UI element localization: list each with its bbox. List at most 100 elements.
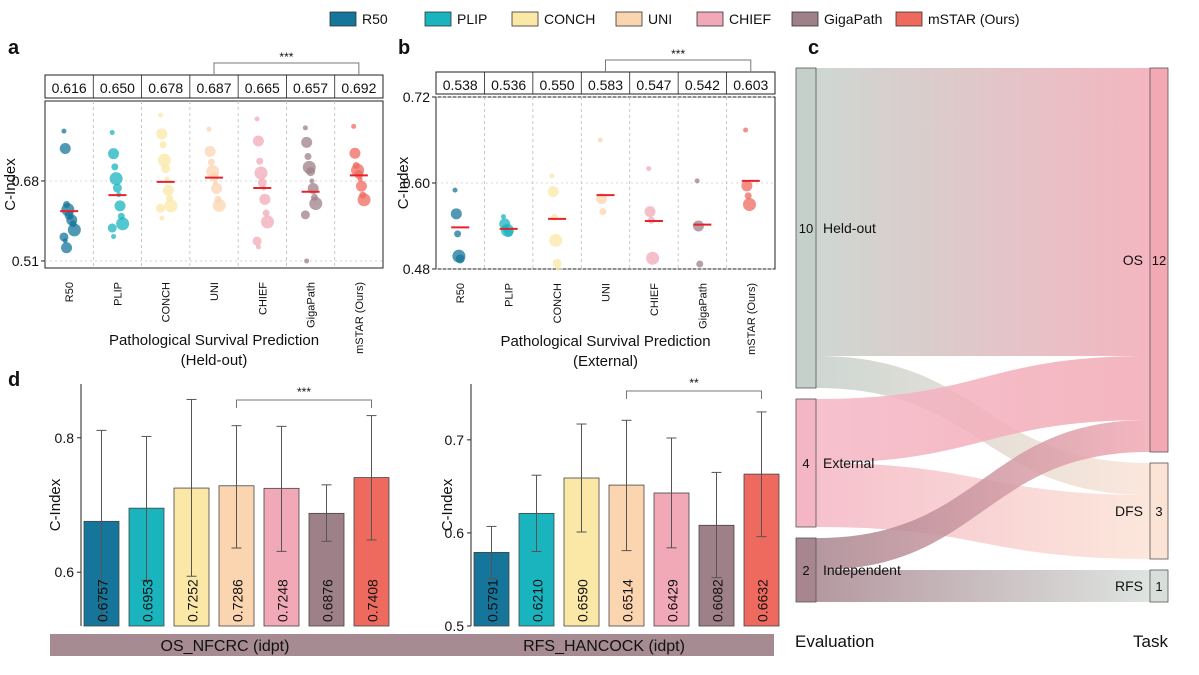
- legend-swatch-2: [511, 11, 539, 27]
- mean-label-0: 0.538: [443, 77, 478, 93]
- sankey-target-label-1: DFS: [1115, 503, 1143, 519]
- data-point-1: [500, 214, 506, 220]
- data-point-3: [207, 158, 215, 166]
- data-point-4: [644, 206, 656, 218]
- sankey-source-label-2: Independent: [823, 562, 901, 578]
- data-point-2: [156, 203, 166, 213]
- sankey-source-node-0: [795, 67, 817, 389]
- bar-value-label-2: 0.7252: [185, 579, 201, 622]
- legend-swatch-1: [424, 11, 452, 27]
- panel-c-sankey: 10 Held-out 4 External 2 Independent 12 OS 3 DFS 1…: [795, 67, 1169, 651]
- bar-value-label-2: 0.6590: [575, 579, 591, 622]
- data-point-1: [114, 200, 126, 212]
- data-point-5: [309, 197, 323, 211]
- data-point-1: [109, 172, 123, 186]
- y-axis-label: C-Index: [439, 478, 456, 531]
- category-label-6: mSTAR (Ours): [354, 282, 366, 354]
- legend-swatch-3: [615, 11, 643, 27]
- data-point-0: [61, 128, 67, 134]
- legend-swatch-5: [791, 11, 819, 27]
- category-label-0: R50: [455, 283, 467, 303]
- sankey-source-label-1: External: [823, 455, 874, 471]
- data-point-0: [452, 187, 458, 193]
- data-point-5: [301, 136, 313, 148]
- y-tick-label: 0.60: [403, 175, 430, 191]
- bar-value-label-4: 0.7248: [275, 579, 291, 622]
- data-point-2: [157, 153, 171, 167]
- data-point-2: [555, 265, 561, 271]
- data-point-3: [211, 182, 223, 194]
- data-point-6: [351, 123, 357, 129]
- data-point-2: [552, 258, 562, 268]
- data-point-2: [550, 213, 558, 221]
- data-point-5: [302, 125, 308, 131]
- y-tick-label: 0.68: [12, 173, 39, 189]
- data-point-4: [260, 215, 274, 229]
- data-point-1: [108, 148, 120, 160]
- data-point-2: [159, 141, 167, 149]
- sankey-target-label-2: RFS: [1115, 578, 1143, 594]
- bar-2: [563, 477, 600, 627]
- data-point-3: [204, 145, 216, 157]
- data-point-2: [156, 128, 168, 140]
- data-point-1: [111, 163, 119, 171]
- x-axis-label: Pathological Survival Prediction: [109, 332, 319, 349]
- sankey-target-node-1: [1149, 462, 1169, 560]
- sankey-source-count-0: 10: [799, 221, 813, 236]
- y-axis-label: C-Index: [47, 478, 64, 531]
- data-point-2: [164, 176, 170, 182]
- data-point-0: [454, 230, 462, 238]
- data-point-2: [549, 233, 563, 247]
- data-point-4: [252, 236, 262, 246]
- panel-a-heldout-scatter: 0.616 0.650 0.678 0.687 0.665 0.657 0.692 *** 0.…: [2, 50, 384, 369]
- significance-bracket: [605, 59, 752, 72]
- mean-label-5: 0.657: [293, 80, 328, 96]
- data-point-4: [259, 193, 271, 205]
- subplot-title: OS_NFCRC (idpt): [161, 638, 290, 655]
- data-point-5: [309, 178, 315, 184]
- data-point-5: [306, 167, 316, 177]
- bar-value-label-1: 0.6210: [530, 579, 546, 622]
- panel-label-b: b: [398, 37, 410, 59]
- significance-label: ***: [279, 50, 293, 64]
- mean-label-1: 0.536: [491, 77, 526, 93]
- category-label-6: mSTAR (Ours): [746, 283, 758, 355]
- data-point-6: [349, 147, 361, 159]
- data-point-6: [355, 180, 367, 192]
- legend-label-0: R50: [362, 11, 388, 27]
- mean-label-6: 0.603: [733, 77, 768, 93]
- data-point-1: [504, 227, 514, 237]
- mean-label-1: 0.650: [100, 80, 135, 96]
- data-point-1: [111, 233, 117, 239]
- category-label-2: CONCH: [552, 283, 564, 323]
- data-point-0: [59, 143, 71, 155]
- data-point-2: [158, 112, 164, 118]
- legend-label-2: CONCH: [544, 11, 595, 27]
- data-point-6: [357, 193, 371, 207]
- data-point-4: [252, 135, 264, 147]
- significance-bracket: [236, 399, 372, 408]
- data-point-4: [254, 116, 260, 122]
- category-label-0: R50: [64, 282, 76, 302]
- legend: R50 PLIP CONCH UNI CHIEF GigaPath mSTAR (Ours): [329, 11, 1020, 27]
- data-point-4: [255, 244, 261, 250]
- data-point-4: [257, 178, 267, 188]
- data-point-5: [304, 153, 312, 161]
- data-point-0: [455, 254, 465, 264]
- y-tick-label: 0.51: [12, 253, 39, 269]
- bar-value-label-3: 0.7286: [230, 579, 246, 622]
- mean-label-6: 0.692: [341, 80, 376, 96]
- y-tick-label: 0.48: [403, 261, 430, 277]
- sankey-target-count-0: 12: [1152, 253, 1166, 268]
- sankey-link-external-os: [816, 356, 1150, 463]
- data-point-6: [741, 180, 753, 192]
- panel-label-c: c: [808, 37, 819, 59]
- sankey-target-node-2: [1149, 569, 1169, 603]
- x-axis-sublabel: (Held-out): [181, 352, 248, 369]
- category-label-1: PLIP: [112, 282, 124, 306]
- x-axis-sublabel: (External): [573, 353, 638, 370]
- sankey-target-count-1: 3: [1155, 504, 1162, 519]
- data-point-4: [646, 251, 660, 265]
- y-tick-label: 0.8: [55, 430, 75, 446]
